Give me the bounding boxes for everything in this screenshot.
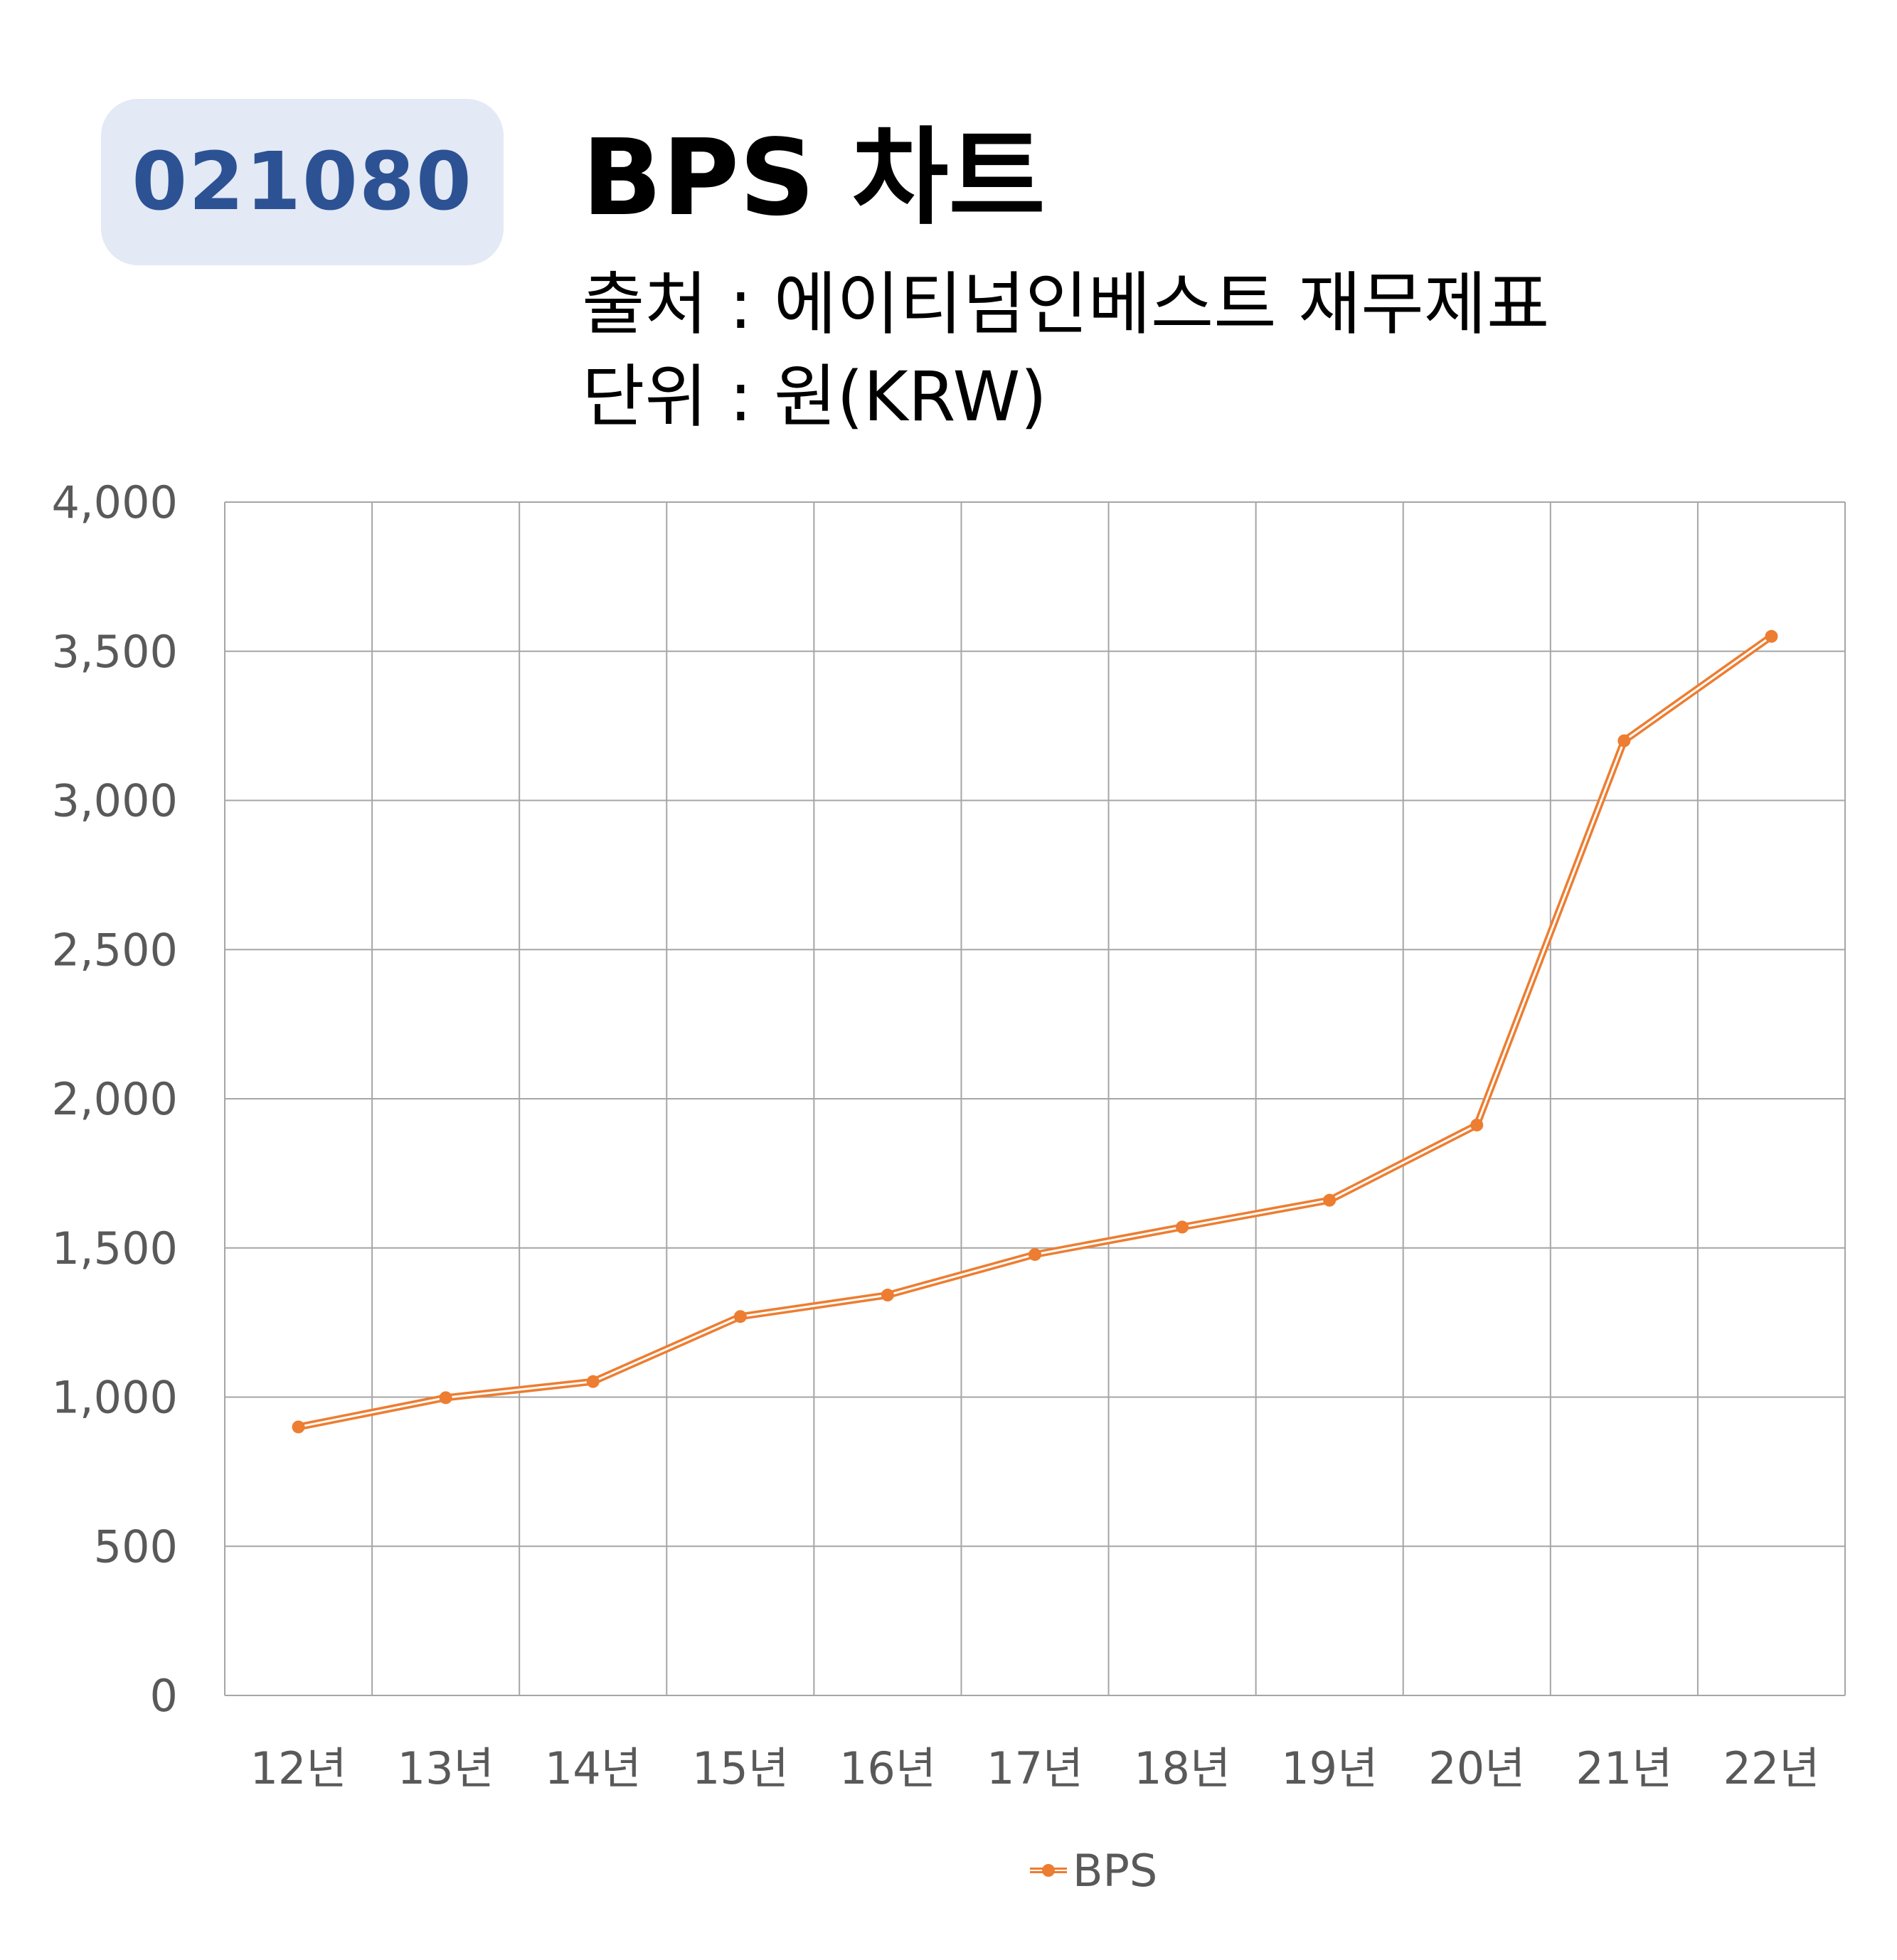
data-point-16년	[881, 1289, 894, 1302]
y-tick-label: 500	[94, 1520, 178, 1572]
legend-label-bps: BPS	[1073, 1845, 1157, 1897]
x-tick-label: 15년	[692, 1742, 789, 1794]
x-tick-label: 12년	[250, 1742, 347, 1794]
grid-layer	[224, 501, 1846, 1696]
unit-label: 단위 : 원(KRW)	[582, 357, 1047, 437]
data-point-15년	[733, 1310, 747, 1323]
legend-marker-swatch	[1042, 1864, 1055, 1877]
data-point-22년	[1765, 629, 1778, 643]
x-tick-label: 16년	[839, 1742, 936, 1794]
y-tick-label: 4,000	[52, 476, 179, 528]
x-axis-tick-labels: 12년 13년 14년 15년 16년 17년 18년 19년 20년 21년 22년	[250, 1742, 1820, 1794]
x-tick-label: 13년	[398, 1742, 494, 1794]
x-tick-label: 21년	[1575, 1742, 1672, 1794]
y-tick-label: 1,000	[52, 1372, 179, 1424]
y-tick-label: 1,500	[52, 1223, 179, 1274]
x-tick-label: 14년	[545, 1742, 642, 1794]
ticker-badge: 021080	[101, 99, 504, 265]
x-tick-label: 22년	[1723, 1742, 1819, 1794]
ticker-code: 021080	[132, 136, 473, 228]
y-tick-label: 2,000	[52, 1073, 179, 1125]
chart-title: BPS 차트	[582, 117, 1046, 239]
data-point-13년	[439, 1391, 452, 1405]
data-point-19년	[1323, 1193, 1337, 1207]
x-tick-label: 17년	[987, 1742, 1083, 1794]
y-axis-tick-labels: 0 500 1,000 1,500 2,000 2,500 3,000 3,500 4,000	[52, 476, 179, 1722]
y-tick-label: 3,000	[52, 775, 179, 827]
data-point-12년	[292, 1420, 305, 1434]
data-point-17년	[1029, 1247, 1041, 1261]
y-tick-label: 0	[150, 1670, 178, 1722]
y-tick-label: 2,500	[52, 924, 179, 976]
legend: BPS	[1030, 1845, 1157, 1897]
y-tick-label: 3,500	[52, 626, 179, 678]
data-point-20년	[1470, 1118, 1484, 1131]
series-layer	[292, 629, 1778, 1434]
data-point-18년	[1176, 1220, 1189, 1234]
data-point-14년	[586, 1375, 600, 1388]
source-label: 출처 : 에이티넘인베스트 재무제표	[582, 265, 1550, 344]
x-tick-label: 20년	[1428, 1742, 1525, 1794]
x-tick-label: 19년	[1281, 1742, 1378, 1794]
data-point-21년	[1617, 734, 1631, 747]
x-tick-label: 18년	[1134, 1742, 1231, 1794]
